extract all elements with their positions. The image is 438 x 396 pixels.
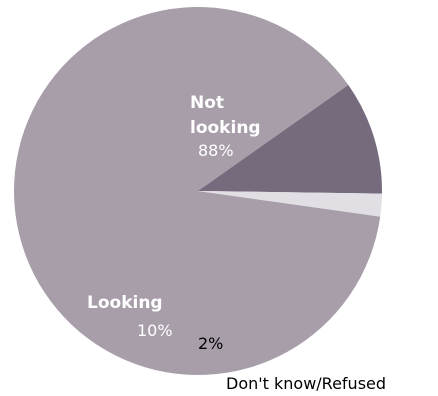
pie-label-looking: Looking bbox=[87, 293, 163, 313]
pie-label-line: Looking bbox=[87, 293, 163, 313]
pie-value-don-t-know-refused: 2% bbox=[198, 334, 223, 353]
pie-slice-don-t-know-refused bbox=[198, 191, 382, 217]
pie-label-line: looking bbox=[190, 118, 261, 138]
pie-labels: Not looking 88% Looking 10% Don't know/Refuse… bbox=[87, 93, 386, 393]
pie-slice-looking bbox=[198, 84, 382, 194]
pie-slice-not-looking bbox=[13, 7, 381, 376]
pie-label-line: Not bbox=[190, 93, 224, 113]
pie-slices bbox=[13, 7, 382, 376]
pie-label-line: Don't know/Refused bbox=[226, 374, 386, 392]
pie-label-not-looking: Not looking bbox=[190, 93, 261, 138]
pie-label-don-t-know-refused: Don't know/Refused bbox=[226, 374, 386, 392]
pie-value-looking: 10% bbox=[137, 321, 173, 340]
pie-value-not-looking: 88% bbox=[198, 141, 234, 160]
